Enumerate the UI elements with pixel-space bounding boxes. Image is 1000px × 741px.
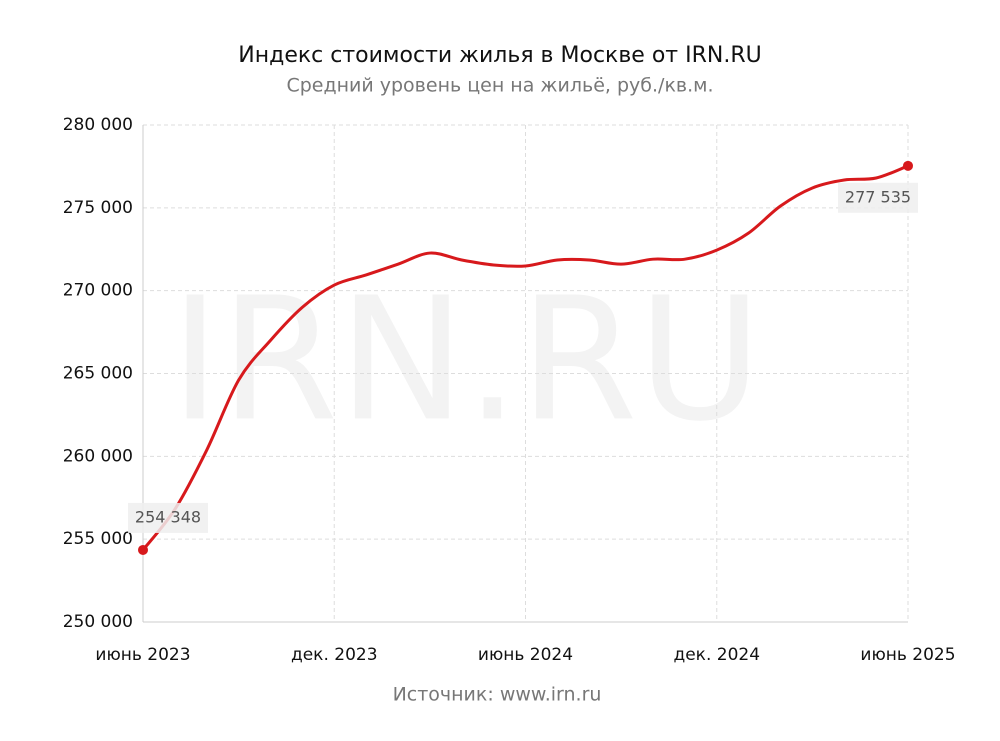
source: Источник: www.irn.ru xyxy=(393,684,602,706)
x-tick-label: дек. 2024 xyxy=(673,645,760,665)
x-tick-label: дек. 2023 xyxy=(291,645,378,665)
y-tick-label: 265 000 xyxy=(63,364,133,384)
y-tick-label: 260 000 xyxy=(63,446,133,466)
x-tick-label: июнь 2024 xyxy=(478,645,573,665)
value-label-bg xyxy=(128,502,208,533)
y-tick-label: 250 000 xyxy=(63,612,133,632)
value-label-bg xyxy=(838,182,918,213)
y-tick-label: 280 000 xyxy=(63,115,133,135)
series-line xyxy=(141,164,909,551)
point xyxy=(903,160,913,171)
y-tick-label: 255 000 xyxy=(63,529,133,549)
value-label: 277 535 xyxy=(845,187,911,206)
watermark: IRN.RU xyxy=(170,261,762,459)
x-tick-label: июнь 2023 xyxy=(95,645,190,665)
x-tick-label: июнь 2025 xyxy=(860,645,955,665)
point xyxy=(138,544,148,555)
value-label: 254 348 xyxy=(135,507,201,526)
y-tick-label: 270 000 xyxy=(63,281,133,301)
y-tick-label: 275 000 xyxy=(63,198,133,218)
chart-title: Индекс стоимости жилья в Москве от IRN.R… xyxy=(238,43,761,68)
chart-subtitle: Средний уровень цен на жильё, руб./кв.м. xyxy=(286,75,713,97)
